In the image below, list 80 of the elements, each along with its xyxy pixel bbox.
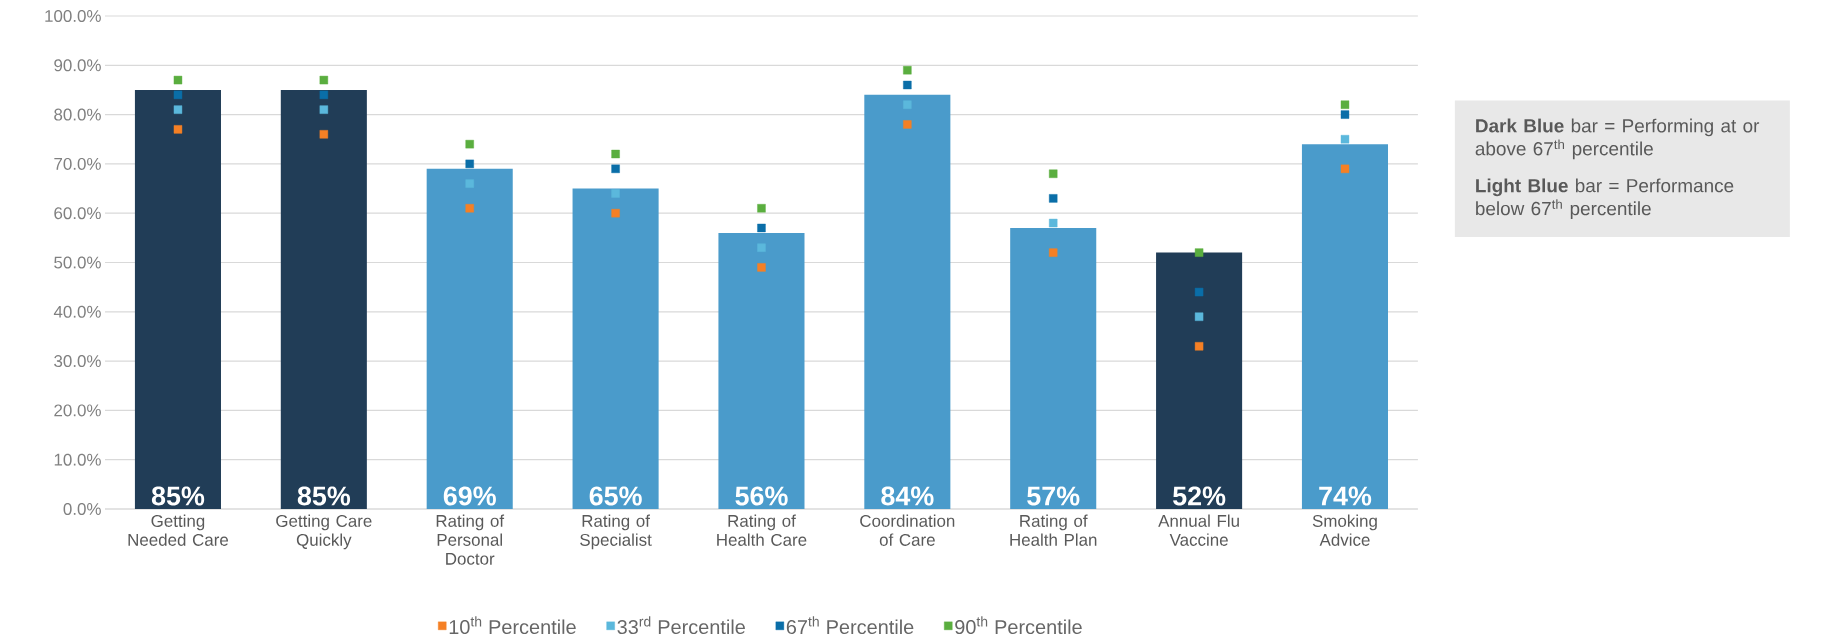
point bbox=[903, 66, 912, 75]
data-label: 84% bbox=[881, 486, 934, 506]
point bbox=[757, 204, 766, 213]
x-tick-label: Rating of Personal Doctor bbox=[436, 514, 505, 565]
point bbox=[1340, 135, 1350, 144]
x-tick-label: Smoking Advice bbox=[1312, 514, 1377, 546]
point bbox=[1049, 248, 1058, 257]
bar bbox=[1010, 227, 1097, 509]
point bbox=[465, 159, 474, 169]
point bbox=[903, 80, 912, 90]
data-label: 65% bbox=[589, 486, 642, 506]
point bbox=[1340, 110, 1350, 119]
x-tick-label: Annual Flu Vaccine bbox=[1158, 514, 1239, 546]
y-tick-label: 40.0% bbox=[53, 305, 101, 318]
x-tick-label: Coordination of Care bbox=[860, 514, 955, 546]
bar bbox=[134, 89, 221, 509]
point bbox=[1194, 312, 1204, 321]
point bbox=[465, 139, 474, 149]
point bbox=[611, 189, 620, 198]
x-tick-label: Getting Care Quickly bbox=[276, 514, 372, 550]
y-tick-label: 20.0% bbox=[54, 404, 101, 417]
point bbox=[903, 120, 912, 129]
point bbox=[611, 149, 620, 159]
point bbox=[173, 90, 183, 100]
data-label: 85% bbox=[297, 486, 351, 506]
point bbox=[173, 125, 183, 134]
point bbox=[1194, 342, 1204, 351]
x-tick-label: Getting Needed Care bbox=[128, 514, 229, 546]
legend-label: 10$^{th}$ Percentile bbox=[449, 616, 576, 635]
bar bbox=[426, 168, 513, 509]
y-tick-label: 10.0% bbox=[54, 453, 101, 466]
x-tick-label: Rating of Health Plan bbox=[1010, 514, 1097, 546]
data-label: 56% bbox=[735, 486, 788, 506]
y-tick-label: 80.0% bbox=[54, 108, 101, 121]
point bbox=[611, 208, 620, 218]
point bbox=[611, 164, 620, 174]
bar bbox=[280, 89, 367, 509]
y-tick-label: 100.0% bbox=[45, 9, 101, 22]
legend-label: 90$^{th}$ Percentile bbox=[955, 616, 1082, 635]
point bbox=[757, 263, 766, 272]
bar bbox=[864, 94, 951, 509]
bar bbox=[1156, 252, 1243, 509]
point bbox=[319, 90, 329, 100]
data-label: 57% bbox=[1027, 486, 1080, 506]
point bbox=[319, 105, 329, 114]
legend-label: 33$^{rd}$ Percentile bbox=[617, 616, 745, 635]
y-tick-label: 90.0% bbox=[54, 59, 101, 72]
bar bbox=[1301, 144, 1389, 509]
point bbox=[173, 105, 183, 114]
y-tick-label: 0.0% bbox=[63, 502, 101, 515]
point bbox=[1049, 218, 1058, 228]
data-label: 52% bbox=[1173, 486, 1226, 506]
point bbox=[1340, 164, 1350, 174]
text: Dark Blue bar = Performing at or above 67$^{th}$ percentile bbox=[1475, 118, 1760, 160]
point bbox=[319, 75, 329, 85]
bar bbox=[572, 188, 659, 509]
point bbox=[1049, 194, 1058, 203]
x-tick-label: Rating of Health Care bbox=[717, 514, 807, 546]
y-tick-label: 30.0% bbox=[54, 355, 101, 368]
point bbox=[465, 179, 474, 188]
data-label: 85% bbox=[151, 486, 205, 506]
point bbox=[319, 130, 329, 139]
data-label: 74% bbox=[1319, 486, 1372, 506]
point bbox=[465, 204, 474, 213]
y-tick-label: 60.0% bbox=[54, 207, 101, 220]
y-tick-label: 70.0% bbox=[54, 157, 101, 170]
point bbox=[1049, 169, 1058, 178]
x-tick-label: Rating of Specialist bbox=[580, 514, 652, 550]
point bbox=[757, 243, 766, 252]
text: Light Blue bar = Performance below 67$^{th}$ percentile bbox=[1476, 178, 1734, 219]
point bbox=[1194, 248, 1204, 257]
point bbox=[173, 75, 183, 85]
y-tick-label: 50.0% bbox=[54, 256, 101, 269]
point bbox=[903, 100, 912, 109]
legend-label: 67$^{th}$ Percentile bbox=[786, 616, 914, 635]
point bbox=[1194, 287, 1204, 297]
bar bbox=[718, 232, 805, 509]
point bbox=[757, 223, 766, 233]
point bbox=[1340, 100, 1350, 109]
data-label: 69% bbox=[443, 486, 496, 506]
